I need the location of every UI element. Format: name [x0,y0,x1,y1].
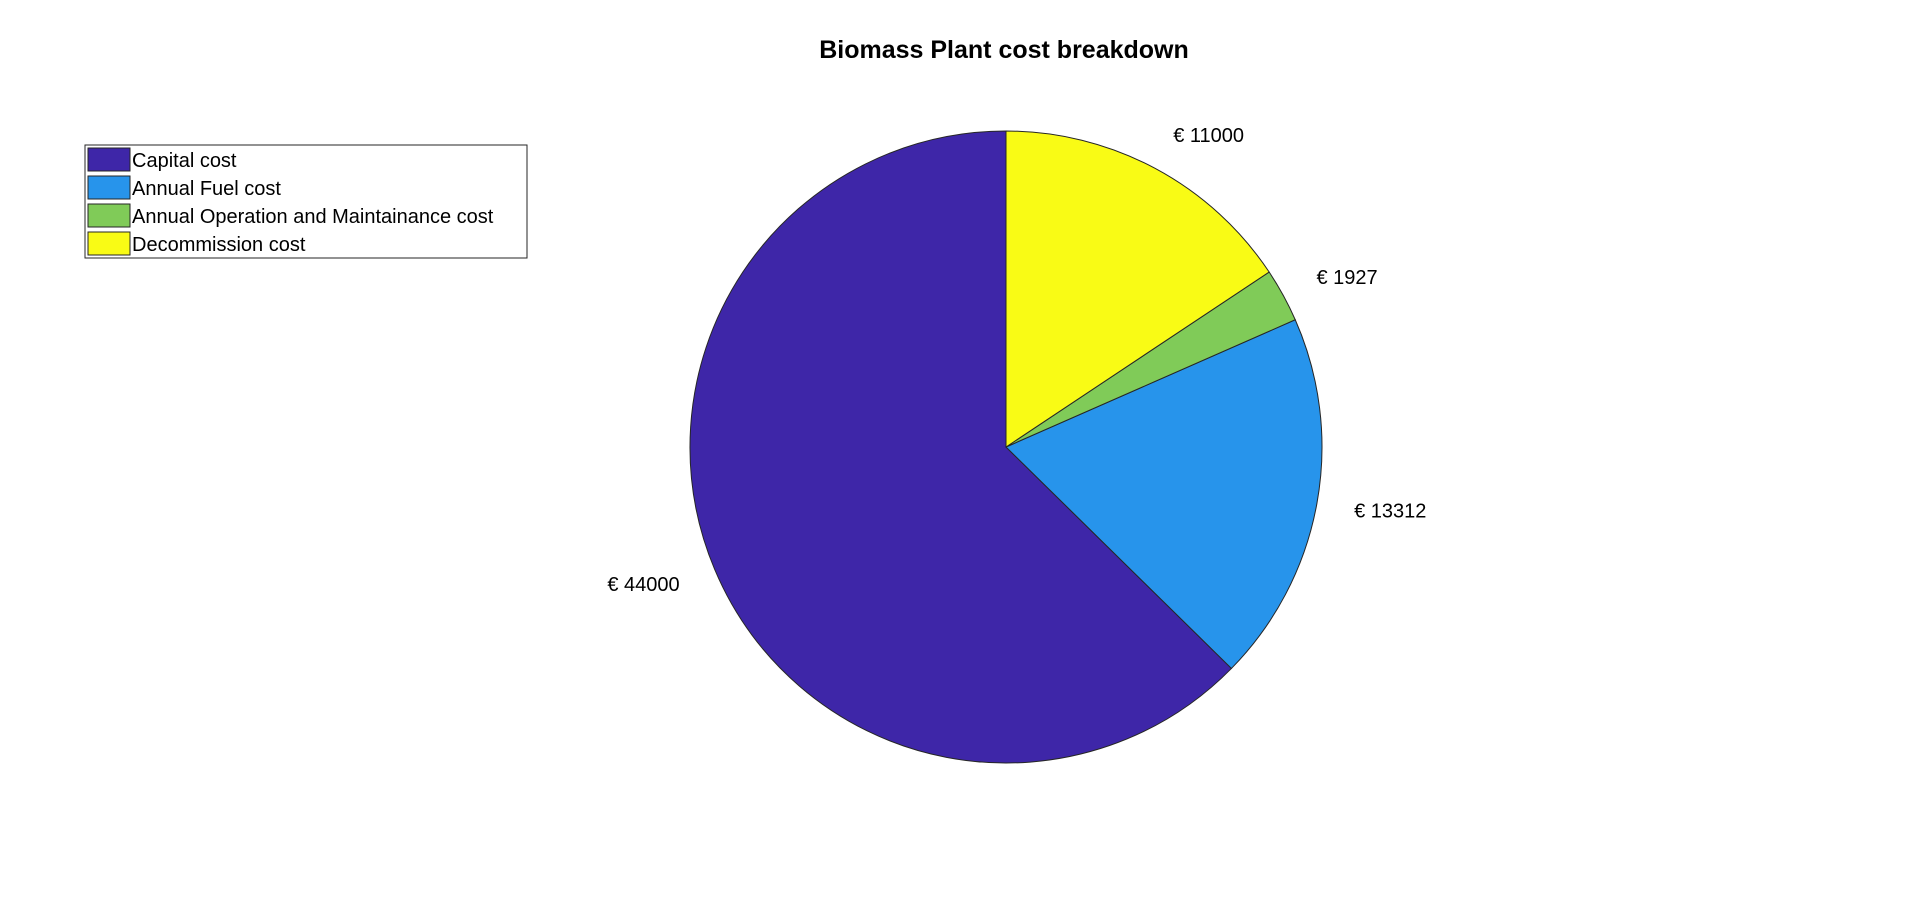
legend-label: Annual Operation and Maintainance cost [132,206,494,228]
slice-value-label: € 1927 [1316,267,1377,289]
legend-label: Decommission cost [132,234,306,256]
legend: Capital cost Annual Fuel cost Annual Opera… [84,144,528,259]
pie-slices [689,130,1323,764]
pie-slice-labels: € 44000 € 13312 € 1927 € 11000 [607,125,1426,596]
pie-slice-capital-cost [689,130,1233,764]
legend-swatch [87,175,131,200]
legend-label: Annual Fuel cost [132,178,281,200]
slice-value-label: € 44000 [607,574,679,596]
legend-swatch [87,203,131,228]
legend-box [84,144,528,259]
slice-value-label: € 11000 [1173,125,1244,147]
pie-slice-annual-fuel-cost [1005,319,1323,670]
legend-swatch [87,231,131,256]
legend-label: Capital cost [132,150,237,172]
legend-items: Capital cost Annual Fuel cost Annual Opera… [87,147,494,256]
slice-value-label: € 13312 [1354,501,1426,523]
pie-slice-decommission-cost [1005,130,1270,448]
legend-swatch [87,147,131,172]
chart-title: Biomass Plant cost breakdown [819,36,1189,64]
